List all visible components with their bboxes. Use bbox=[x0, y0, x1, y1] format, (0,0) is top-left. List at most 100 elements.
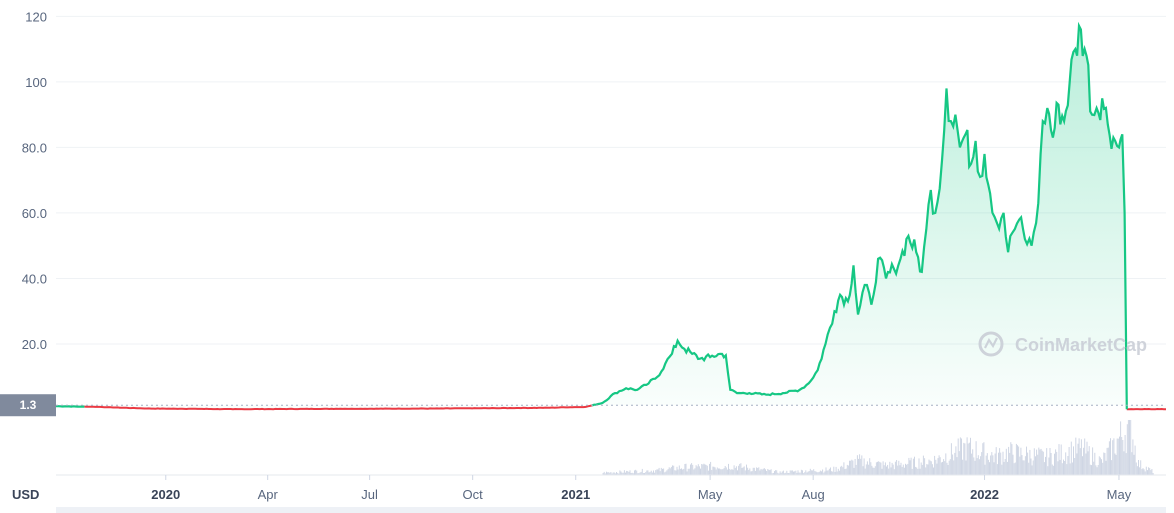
volume-bar bbox=[608, 472, 610, 475]
volume-bar bbox=[742, 467, 744, 475]
volume-bar bbox=[1136, 466, 1138, 475]
volume-bar bbox=[703, 463, 705, 475]
volume-bar bbox=[905, 463, 906, 475]
volume-bar bbox=[1039, 449, 1041, 475]
volume-bars bbox=[602, 420, 1154, 475]
volume-bar bbox=[1079, 448, 1081, 475]
volume-bar bbox=[1037, 454, 1039, 475]
volume-bar bbox=[871, 465, 873, 475]
volume-bar bbox=[1041, 450, 1043, 475]
volume-bar bbox=[675, 470, 677, 475]
volume-bar bbox=[693, 469, 695, 475]
volume-bar bbox=[639, 472, 641, 475]
y-tick-label: 20.0 bbox=[22, 337, 47, 352]
volume-bar bbox=[990, 455, 992, 475]
volume-bar bbox=[1085, 453, 1087, 475]
volume-bar bbox=[933, 467, 934, 475]
volume-bar bbox=[709, 463, 710, 475]
volume-bar bbox=[1091, 465, 1092, 475]
volume-bar bbox=[850, 460, 852, 475]
volume-bar bbox=[947, 465, 949, 475]
volume-bar bbox=[944, 461, 946, 475]
volume-bar bbox=[644, 473, 645, 475]
x-tick-label: Apr bbox=[258, 487, 279, 502]
volume-bar bbox=[673, 465, 675, 475]
volume-bar bbox=[987, 459, 989, 475]
volume-bar bbox=[1102, 462, 1104, 475]
volume-bar bbox=[946, 462, 948, 475]
volume-bar bbox=[866, 461, 868, 475]
volume-bar bbox=[922, 455, 924, 475]
volume-bar bbox=[921, 464, 923, 475]
volume-bar bbox=[684, 464, 686, 475]
volume-bar bbox=[931, 464, 933, 475]
volume-bar bbox=[1032, 460, 1034, 475]
volume-bar bbox=[712, 466, 714, 475]
volume-bar bbox=[907, 463, 909, 475]
volume-bar bbox=[1120, 421, 1122, 475]
volume-bar bbox=[649, 471, 651, 475]
volume-bar bbox=[874, 466, 876, 475]
volume-bar bbox=[912, 458, 914, 475]
volume-bar bbox=[667, 469, 669, 475]
volume-bar bbox=[967, 443, 969, 475]
volume-bar bbox=[893, 469, 895, 475]
volume-bar bbox=[891, 462, 893, 475]
volume-bar bbox=[662, 468, 663, 475]
price-line-above-current bbox=[56, 21, 1128, 410]
x-tick-label: 2020 bbox=[151, 487, 180, 502]
volume-bar bbox=[623, 470, 625, 475]
volume-bar bbox=[1057, 461, 1059, 475]
x-tick-label: May bbox=[698, 487, 723, 502]
range-slider-track[interactable] bbox=[56, 507, 1166, 513]
volume-bar bbox=[929, 460, 931, 475]
volume-bar bbox=[1002, 451, 1004, 475]
volume-bar bbox=[696, 466, 698, 475]
volume-bar bbox=[1067, 456, 1069, 475]
volume-bar bbox=[620, 471, 622, 475]
volume-bar bbox=[631, 472, 633, 475]
volume-bar bbox=[688, 468, 690, 475]
volume-bar bbox=[706, 465, 708, 475]
volume-bar bbox=[766, 471, 768, 475]
volume-bar bbox=[749, 468, 751, 475]
volume-bar bbox=[1051, 464, 1053, 475]
volume-bar bbox=[741, 468, 743, 475]
volume-bar bbox=[1052, 465, 1054, 475]
volume-bar bbox=[1126, 424, 1128, 475]
volume-bar bbox=[640, 471, 642, 475]
volume-bar bbox=[760, 468, 762, 475]
volume-bar bbox=[936, 463, 938, 475]
volume-bar bbox=[916, 467, 918, 475]
x-tick-label: Jul bbox=[361, 487, 378, 502]
volume-bar bbox=[1048, 457, 1050, 475]
volume-bar bbox=[837, 468, 839, 475]
volume-bar bbox=[999, 448, 1001, 475]
volume-bar bbox=[660, 467, 662, 475]
volume-bar bbox=[1035, 456, 1036, 475]
price-area-fill bbox=[56, 25, 1166, 410]
volume-bar bbox=[627, 471, 629, 475]
volume-bar bbox=[770, 469, 772, 475]
volume-bar bbox=[778, 473, 780, 475]
volume-bar bbox=[975, 441, 977, 475]
volume-bar bbox=[834, 471, 836, 475]
volume-bar bbox=[721, 469, 723, 475]
volume-bar bbox=[1027, 452, 1029, 475]
volume-bar bbox=[744, 470, 746, 475]
volume-bar bbox=[914, 456, 915, 475]
volume-bar bbox=[656, 469, 658, 475]
x-axis-ticks: 2020 Apr Jul Oct 2021 May Aug 2022 May bbox=[151, 475, 1132, 502]
volume-bar bbox=[756, 467, 758, 475]
volume-bar bbox=[654, 472, 656, 475]
volume-bar bbox=[677, 469, 679, 475]
volume-bar bbox=[823, 472, 825, 475]
volume-bar bbox=[1075, 437, 1077, 475]
volume-bar bbox=[852, 460, 854, 475]
volume-bar bbox=[993, 462, 995, 475]
volume-bar bbox=[843, 462, 845, 475]
volume-bar bbox=[650, 470, 652, 475]
volume-bar bbox=[1059, 459, 1061, 475]
volume-bar bbox=[798, 472, 800, 475]
y-axis-ticks: 120 100 80.0 60.0 40.0 20.0 bbox=[22, 9, 47, 352]
